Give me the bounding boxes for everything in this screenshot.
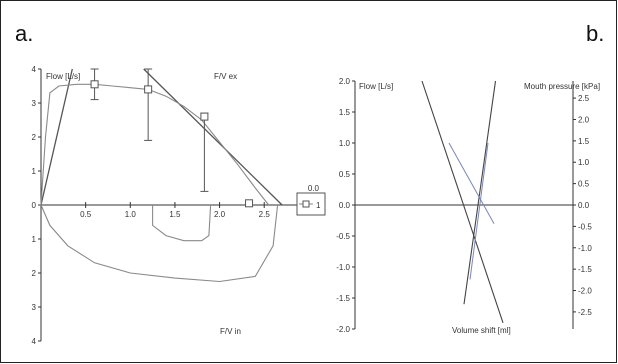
left-tick-label: 1.0 <box>339 139 351 148</box>
legend-entry: 1 <box>316 201 321 210</box>
y-tick-label-ex: 0 <box>32 201 37 210</box>
inspiration-secondary-curve <box>152 204 212 242</box>
data-marker <box>245 199 254 208</box>
left-tick-label: -0.5 <box>336 232 350 241</box>
flow-label-a: Flow [L/s] <box>46 72 80 81</box>
x-tick-label-a: 2.0 <box>214 210 226 219</box>
right-tick-label: -1.0 <box>578 244 592 253</box>
reference-line-a <box>143 68 283 206</box>
right-tick-label: -2.5 <box>578 308 592 317</box>
pv-line <box>448 142 495 224</box>
left-tick-label: 2.0 <box>339 77 351 86</box>
panel-label-b: b. <box>586 21 605 46</box>
right-tick-label: -2.0 <box>578 287 592 296</box>
pv-line <box>463 80 497 305</box>
x-tick-label-a: 1.5 <box>169 210 181 219</box>
right-tick-label: 0.5 <box>578 180 590 189</box>
fv-ex-label: F/V ex <box>214 72 237 81</box>
y-tick-label-in: 2 <box>32 269 37 278</box>
right-tick-label: 2.0 <box>578 115 590 124</box>
right-tick-label: 1.5 <box>578 137 590 146</box>
data-marker <box>200 112 209 121</box>
pressure-label: Mouth pressure [kPa] <box>524 82 600 91</box>
legend-marker <box>302 200 310 208</box>
fv-in-label: F/V in <box>220 327 241 336</box>
inspiration-curve <box>40 204 279 283</box>
y-tick-label-in: 4 <box>32 337 37 346</box>
y-tick-label-ex: 2 <box>32 133 37 142</box>
left-tick-label: -1.5 <box>336 294 350 303</box>
right-tick-label: 0.0 <box>578 201 590 210</box>
y-tick-label-ex: 3 <box>32 99 37 108</box>
legend-side-value: 0.0 <box>308 184 320 193</box>
left-tick-label: 0.0 <box>339 201 351 210</box>
panel-label-a: a. <box>15 21 34 46</box>
right-tick-label: 2.5 <box>578 94 590 103</box>
y-tick-label-in: 1 <box>32 235 37 244</box>
data-marker <box>144 85 153 94</box>
expiration-curve <box>40 83 270 206</box>
right-tick-label: -1.5 <box>578 265 592 274</box>
data-marker <box>90 80 99 89</box>
flow-label-b: Flow [L/s] <box>359 82 393 91</box>
right-tick-label: -0.5 <box>578 222 592 231</box>
pv-line <box>469 142 489 280</box>
y-tick-label-ex: 4 <box>32 65 37 74</box>
x-tick-label-a: 1.0 <box>125 210 137 219</box>
left-tick-label: -2.0 <box>336 325 350 334</box>
left-tick-label: 1.5 <box>339 108 351 117</box>
y-tick-label-ex: 1 <box>32 167 37 176</box>
right-tick-label: 1.0 <box>578 158 590 167</box>
left-tick-label: -1.0 <box>336 263 350 272</box>
pv-line <box>421 80 504 323</box>
x-tick-label-a: 2.5 <box>259 210 271 219</box>
y-tick-label-in: 3 <box>32 303 37 312</box>
reference-line-a <box>40 68 73 206</box>
volume-label: Volume shift [ml] <box>452 326 511 335</box>
left-tick-label: 0.5 <box>339 170 351 179</box>
x-tick-label-a: 0.5 <box>80 210 92 219</box>
